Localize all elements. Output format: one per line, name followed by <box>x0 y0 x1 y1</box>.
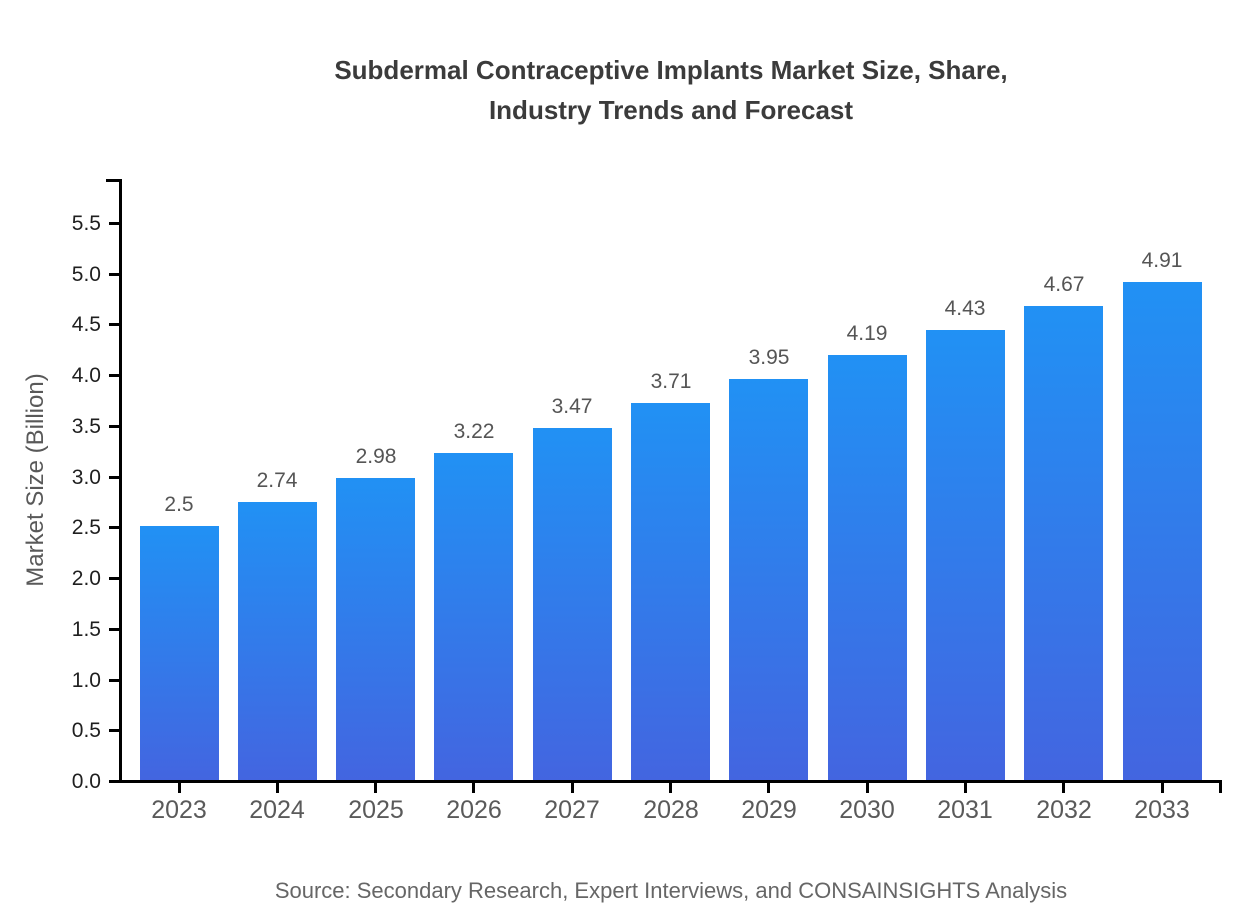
x-tick-label: 2027 <box>544 796 600 824</box>
bar <box>140 526 219 780</box>
y-tick-label: 0.5 <box>71 719 101 742</box>
y-tick <box>109 476 119 479</box>
bar <box>828 355 907 780</box>
bar-value-label: 4.67 <box>1043 273 1085 296</box>
x-tick-label: 2032 <box>1036 796 1092 824</box>
bar <box>336 478 415 780</box>
y-tick <box>109 323 119 326</box>
x-tick-label: 2031 <box>937 796 993 824</box>
x-tick-label: 2029 <box>741 796 797 824</box>
x-tick <box>276 783 279 793</box>
y-axis-end-cap <box>106 179 119 182</box>
y-tick-label: 5.0 <box>71 263 101 286</box>
y-tick <box>109 526 119 529</box>
bar-value-label: 3.47 <box>551 395 593 418</box>
x-tick <box>767 783 770 793</box>
x-tick-label: 2026 <box>446 796 502 824</box>
y-tick <box>109 577 119 580</box>
y-tick <box>109 222 119 225</box>
bar <box>926 330 1005 780</box>
x-tick <box>571 783 574 793</box>
y-tick <box>109 729 119 732</box>
bar-value-label: 4.43 <box>944 297 986 320</box>
y-axis-line <box>119 179 122 783</box>
bar <box>533 428 612 780</box>
bar <box>238 502 317 780</box>
y-tick-label: 4.5 <box>71 313 101 336</box>
bar-value-label: 4.91 <box>1141 249 1183 272</box>
x-tick <box>178 783 181 793</box>
x-tick <box>1062 783 1065 793</box>
bar-value-label: 3.22 <box>453 420 495 443</box>
x-tick <box>472 783 475 793</box>
y-tick-label: 3.5 <box>71 415 101 438</box>
source-caption: Source: Secondary Research, Expert Inter… <box>274 878 1068 903</box>
bar-value-label: 3.71 <box>650 370 692 393</box>
bar <box>729 379 808 780</box>
x-tick-label: 2025 <box>348 796 404 824</box>
bar <box>434 453 513 780</box>
x-tick <box>1161 783 1164 793</box>
y-tick <box>109 425 119 428</box>
chart-title-line-1: Subdermal Contraceptive Implants Market … <box>334 55 1008 85</box>
y-tick-label: 1.0 <box>71 669 101 692</box>
bar-value-label: 4.19 <box>846 322 888 345</box>
x-axis-line <box>119 780 1222 783</box>
y-tick-label: 5.5 <box>71 212 101 235</box>
y-tick <box>109 628 119 631</box>
bar <box>631 403 710 780</box>
bar-value-label: 3.95 <box>748 346 790 369</box>
chart-title-line-2: Industry Trends and Forecast <box>488 95 854 125</box>
x-axis-end-cap <box>1219 780 1222 793</box>
x-tick-label: 2024 <box>249 796 305 824</box>
y-tick <box>109 374 119 377</box>
x-tick <box>374 783 377 793</box>
chart-title: Subdermal Contraceptive Implants Market … <box>120 50 1222 130</box>
x-tick <box>964 783 967 793</box>
y-tick-label: 1.5 <box>71 618 101 641</box>
x-tick <box>866 783 869 793</box>
x-tick-label: 2030 <box>839 796 895 824</box>
bar-value-label: 2.5 <box>164 493 194 516</box>
y-tick-label: 4.0 <box>71 364 101 387</box>
x-tick-label: 2033 <box>1134 796 1190 824</box>
y-tick <box>109 780 119 783</box>
y-tick-label: 2.5 <box>71 516 101 539</box>
bar-value-label: 2.98 <box>355 445 397 468</box>
y-tick <box>109 273 119 276</box>
x-tick-label: 2028 <box>643 796 699 824</box>
y-tick-label: 2.0 <box>71 567 101 590</box>
x-tick-label: 2023 <box>151 796 207 824</box>
bar <box>1123 282 1202 780</box>
y-tick-label: 0.0 <box>71 770 101 793</box>
x-tick <box>669 783 672 793</box>
y-tick <box>109 679 119 682</box>
bar <box>1024 306 1103 780</box>
y-tick-label: 3.0 <box>71 466 101 489</box>
bar-value-label: 2.74 <box>256 469 298 492</box>
